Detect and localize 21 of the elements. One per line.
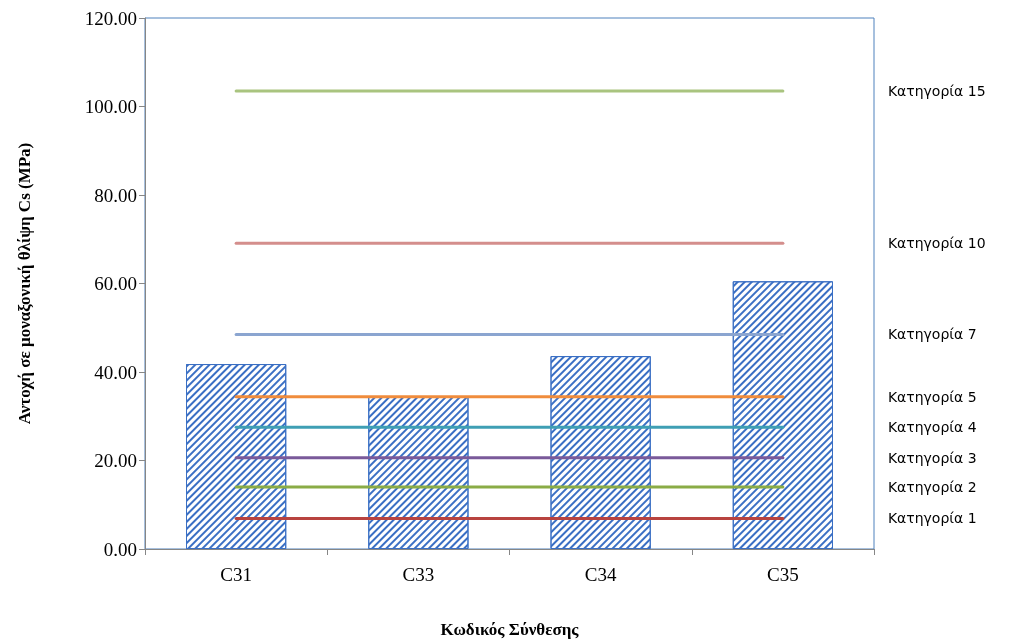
y-tick-label: 0.00 <box>103 538 137 560</box>
text: Κατηγορία 5 <box>887 388 977 405</box>
x-tick-label: C31 <box>220 564 252 585</box>
y-tick-label: 20.00 <box>94 450 137 471</box>
text: Κατηγορία 1 <box>887 510 977 527</box>
y-tick-label: 60.00 <box>94 273 137 294</box>
text: Κατηγορία 3 <box>887 449 977 466</box>
y-axis-title: Αντοχή σε μοναξονική θλίψη Cs (MPa) <box>15 142 34 425</box>
text: Κατηγορία 15 <box>887 83 986 100</box>
x-tick-label: C34 <box>584 564 617 585</box>
y-tick-label: 80.00 <box>94 184 137 206</box>
text: Κατηγορία 10 <box>887 235 986 252</box>
text: Κατηγορία 2 <box>887 479 977 496</box>
x-tick-label: C35 <box>767 564 799 585</box>
text: Κατηγορία 7 <box>887 326 977 343</box>
y-tick-label: 100.00 <box>84 96 137 117</box>
x-tick-label: C33 <box>402 564 435 585</box>
text: Κατηγορία 4 <box>887 419 977 436</box>
x-axis-title: Κωδικός Σύνθεσης <box>440 620 580 639</box>
y-tick-label: 120.00 <box>84 7 137 29</box>
y-tick-label: 40.00 <box>94 361 137 383</box>
